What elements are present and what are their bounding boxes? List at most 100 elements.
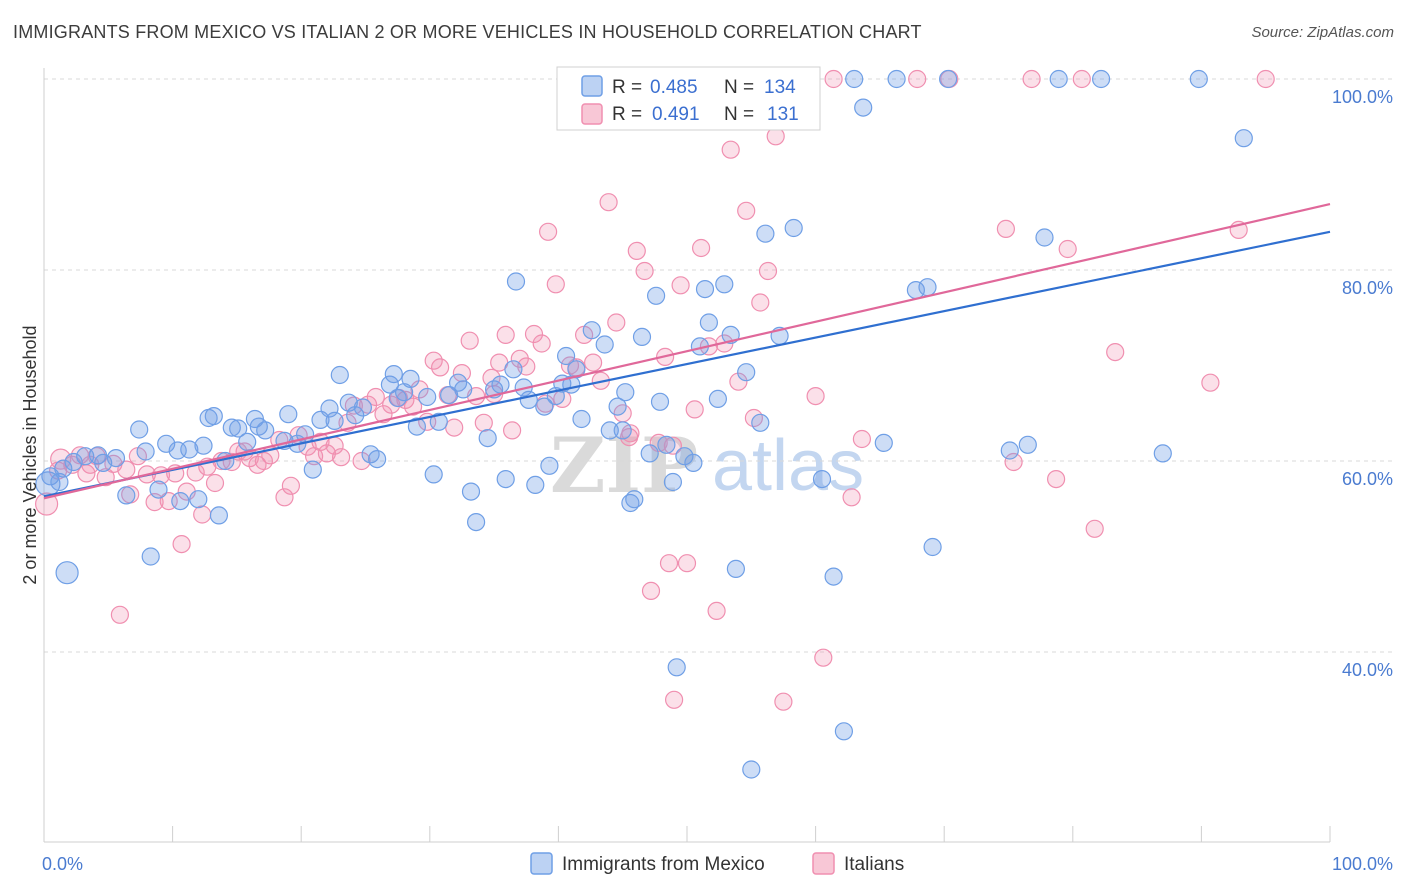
point-italians — [599, 193, 618, 212]
point-mexico — [742, 760, 761, 779]
x-tick-label-max: 100.0% — [1332, 854, 1393, 874]
point-mexico — [756, 224, 775, 243]
point-italians — [707, 601, 726, 621]
legend-label-mexico: Immigrants from Mexico — [562, 854, 765, 875]
point-mexico — [76, 447, 95, 466]
point-mexico — [478, 429, 497, 448]
point-italians — [404, 397, 423, 416]
point-italians — [685, 400, 704, 419]
point-italians — [532, 334, 551, 353]
point-mexico — [54, 459, 73, 478]
point-italians — [445, 418, 464, 437]
point-mexico — [715, 275, 734, 294]
point-mexico — [429, 412, 448, 431]
point-mexico — [667, 658, 686, 677]
point-italians — [627, 241, 646, 260]
point-italians — [641, 581, 661, 601]
point-italians — [352, 451, 371, 471]
y-tick-label: 80.0% — [1342, 278, 1393, 298]
point-italians — [751, 293, 770, 312]
point-mexico — [567, 360, 586, 379]
point-italians — [452, 364, 471, 383]
point-italians — [110, 605, 130, 624]
point-mexico — [1091, 69, 1111, 89]
point-italians — [1058, 239, 1077, 259]
point-italians — [431, 358, 450, 377]
point-mexico — [209, 506, 228, 525]
point-italians — [275, 488, 294, 507]
x-tick-label-min: 0.0% — [42, 854, 83, 874]
point-italians — [824, 69, 843, 89]
point-italians — [366, 387, 385, 407]
legend-label-italians: Italians — [844, 854, 904, 875]
point-mexico — [657, 435, 676, 454]
point-mexico — [418, 387, 437, 407]
point-mexico — [640, 444, 659, 463]
point-mexico — [616, 383, 635, 402]
point-mexico — [106, 449, 126, 468]
point-mexico — [1049, 69, 1068, 89]
point-mexico — [1035, 228, 1054, 247]
point-mexico — [608, 397, 627, 416]
stats-r-value-pink: 0.491 — [652, 104, 700, 125]
point-italians — [583, 353, 603, 372]
point-mexico — [130, 420, 149, 439]
point-italians — [607, 313, 626, 332]
y-tick-label: 100.0% — [1332, 87, 1393, 107]
trendline-mexico — [43, 230, 1331, 498]
point-mexico — [136, 442, 155, 461]
point-mexico — [380, 375, 399, 394]
point-italians — [1004, 452, 1023, 472]
y-tick-labels: 100.0% 80.0% 60.0% 40.0% — [1332, 87, 1393, 680]
point-italians — [677, 554, 697, 573]
point-mexico — [699, 313, 719, 332]
point-italians — [205, 473, 225, 493]
stats-r-label-pink: R = — [612, 104, 642, 125]
source-credit: Source: ZipAtlas.com — [1251, 24, 1394, 41]
point-mexico — [1153, 444, 1172, 463]
point-mexico — [279, 405, 298, 424]
point-italians — [1046, 470, 1066, 489]
point-italians — [359, 395, 378, 414]
point-mexico — [540, 456, 559, 475]
point-italians — [193, 505, 212, 524]
point-italians — [842, 488, 861, 507]
point-italians — [317, 444, 336, 463]
point-italians — [382, 395, 401, 414]
y-tick-label: 60.0% — [1342, 469, 1393, 489]
series-legend: Immigrants from Mexico Italians — [530, 852, 904, 875]
point-mexico — [353, 398, 372, 417]
point-italians — [619, 428, 639, 447]
point-italians — [635, 261, 654, 281]
point-mexico — [229, 419, 248, 438]
stats-r-value-blue: 0.485 — [650, 77, 698, 98]
legend-swatch-mexico — [530, 852, 553, 875]
point-mexico — [467, 512, 486, 532]
point-mexico — [180, 440, 199, 459]
point-italians — [344, 396, 363, 415]
point-italians — [34, 492, 59, 516]
stats-n-value-pink: 131 — [767, 104, 799, 125]
point-italians — [671, 276, 690, 295]
point-mexico — [824, 567, 843, 586]
point-mexico — [646, 286, 666, 305]
point-italians — [546, 275, 565, 294]
point-mexico — [401, 369, 420, 388]
point-italians — [691, 238, 711, 258]
stats-n-value-blue: 134 — [764, 77, 796, 98]
stats-n-label-blue: N = — [724, 77, 754, 98]
point-italians — [1201, 373, 1220, 392]
point-italians — [1022, 69, 1041, 89]
point-mexico — [424, 465, 443, 484]
point-mexico — [556, 346, 576, 366]
point-mexico — [519, 390, 538, 409]
point-mexico — [189, 490, 208, 509]
point-mexico — [582, 321, 601, 340]
point-mexico — [64, 452, 83, 472]
point-mexico — [632, 327, 652, 346]
point-mexico — [695, 280, 715, 299]
point-italians — [496, 325, 515, 344]
point-italians — [806, 387, 825, 406]
point-mexico — [222, 418, 241, 437]
point-mexico — [887, 69, 906, 89]
